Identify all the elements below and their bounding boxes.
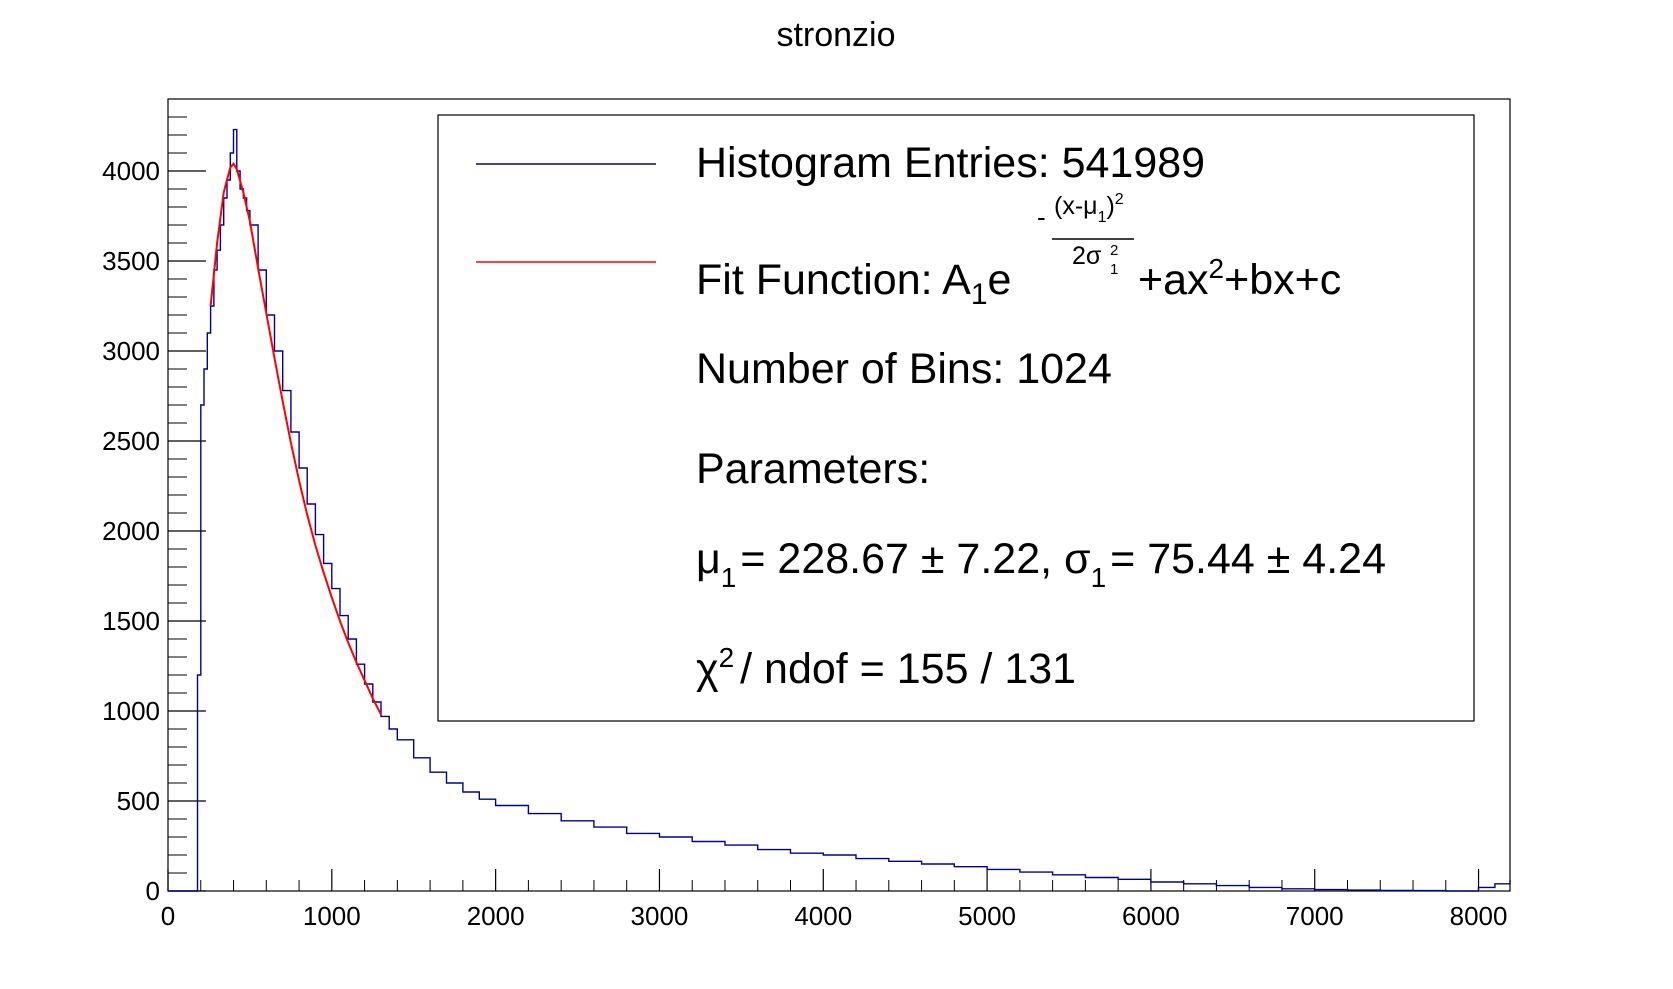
y-tick-label-2500: 2500	[102, 426, 160, 456]
svg-text:Fit Function: A1e: Fit Function: A1e	[696, 256, 1011, 311]
fit-exponent-denominator: 2σ	[1072, 242, 1102, 270]
y-tick-label-1000: 1000	[102, 696, 160, 726]
mu-subscript: 1	[721, 562, 737, 593]
fit-exponent-numerator-close: )	[1106, 192, 1114, 220]
fit-prefix: Fit Function: A	[696, 256, 971, 304]
chi-symbol: χ	[696, 645, 719, 693]
fit-e: e	[988, 256, 1012, 304]
y-tick-label-2000: 2000	[102, 516, 160, 546]
fit-exponent-denominator-sub: 1	[1110, 261, 1118, 278]
legend-mu-sigma-line: μ1= 228.67 ± 7.22, σ1= 75.44 ± 4.24	[696, 535, 1386, 593]
x-tick-label-1000: 1000	[303, 901, 361, 931]
legend-bins-label: Number of Bins: 1024	[696, 345, 1112, 393]
x-tick-label-6000: 6000	[1122, 901, 1180, 931]
x-tick-label-5000: 5000	[958, 901, 1016, 931]
chart-title: stronzio	[776, 16, 895, 54]
fit-curve-series	[209, 162, 382, 716]
fit-a-subscript: 1	[971, 278, 988, 311]
sigma-subscript: 1	[1091, 562, 1107, 593]
x-axis: 0 1000 2000 3000 4000 5000 6000 7000 8000	[161, 869, 1508, 931]
fit-exponent-numerator-sup: 2	[1115, 191, 1124, 208]
fit-tail-rest: +bx+c	[1224, 256, 1341, 304]
y-tick-label-0: 0	[146, 876, 160, 906]
mu-sigma-values: = 228.67 ± 7.22, σ	[740, 535, 1090, 583]
histogram-series	[168, 128, 1511, 892]
fit-exponent-minus: -	[1037, 202, 1046, 232]
fit-tail: +ax	[1138, 256, 1209, 304]
sigma-value: = 75.44 ± 4.24	[1110, 535, 1386, 583]
y-tick-label-500: 500	[117, 786, 160, 816]
svg-text:(x-μ1)2: (x-μ1)2	[1054, 191, 1124, 226]
legend-fit-label: Fit Function: A1e - (x-μ1)2 2σ 2 1 +ax2+…	[696, 191, 1341, 311]
fit-tail-sup: 2	[1209, 253, 1225, 284]
y-axis: 0 500 1000 1500 2000 2500 3000 3500 4000	[102, 116, 206, 906]
svg-text:2σ: 2σ	[1072, 242, 1102, 270]
fit-exponent-numerator: (x-μ	[1054, 192, 1098, 220]
y-tick-label-4000: 4000	[102, 156, 160, 186]
legend-histogram-label: Histogram Entries: 541989	[696, 139, 1205, 187]
legend-frame	[437, 114, 1475, 722]
y-tick-label-1500: 1500	[102, 606, 160, 636]
svg-text:+ax2+bx+c: +ax2+bx+c	[1138, 253, 1341, 304]
x-tick-label-2000: 2000	[467, 901, 525, 931]
fit-exponent-denominator-sup: 2	[1110, 242, 1118, 259]
x-tick-label-4000: 4000	[794, 901, 852, 931]
legend-params-label: Parameters:	[696, 445, 930, 493]
legend: Histogram Entries: 541989 Fit Function: …	[437, 114, 1475, 722]
mu-symbol: μ	[696, 535, 721, 583]
x-tick-label-3000: 3000	[631, 901, 689, 931]
chi-value: / ndof = 155 / 131	[740, 645, 1076, 693]
y-tick-label-3500: 3500	[102, 246, 160, 276]
x-tick-label-0: 0	[161, 901, 175, 931]
series-layer	[168, 128, 1511, 892]
fit-exponent-numerator-sub: 1	[1098, 209, 1107, 226]
chi-superscript: 2	[719, 642, 735, 673]
y-tick-label-3000: 3000	[102, 336, 160, 366]
x-tick-label-8000: 8000	[1450, 901, 1508, 931]
legend-chi2-line: χ2/ ndof = 155 / 131	[696, 642, 1076, 693]
x-tick-label-7000: 7000	[1286, 901, 1344, 931]
